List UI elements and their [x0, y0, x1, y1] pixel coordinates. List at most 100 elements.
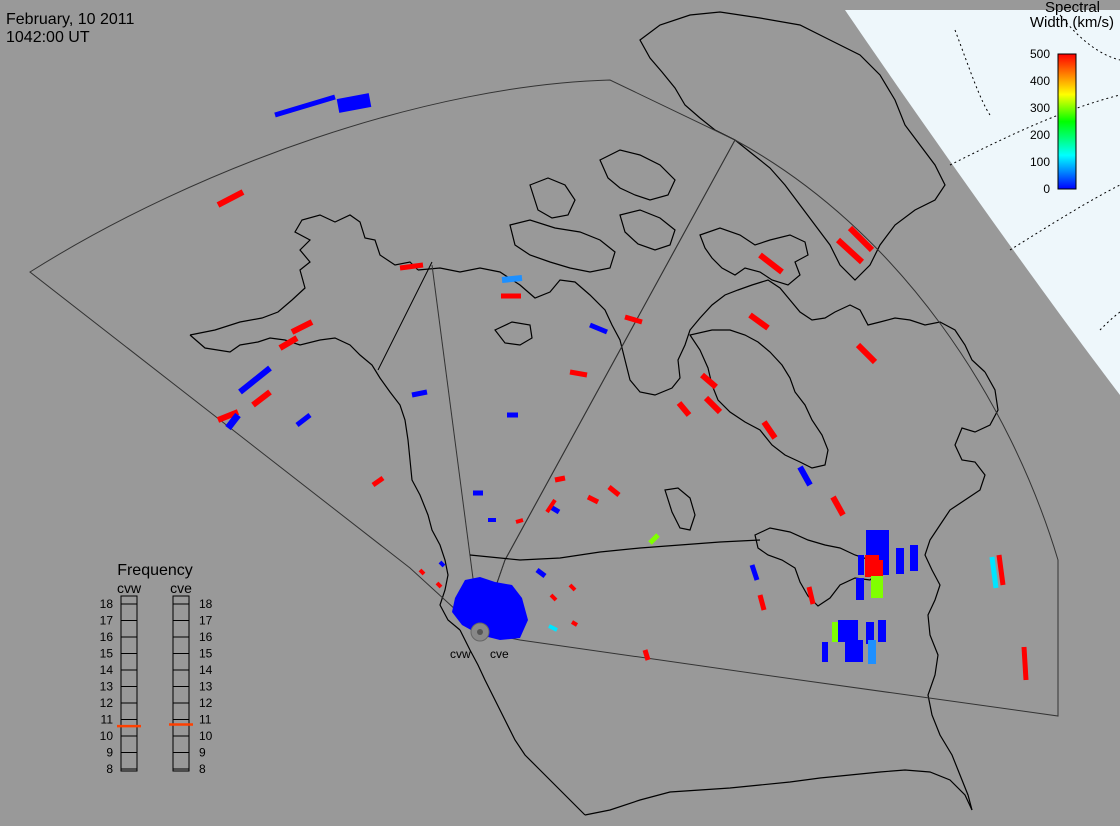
- colorbar-title-2: Width (km/s): [1030, 14, 1114, 31]
- colorbar-tick-label: 100: [1030, 155, 1050, 169]
- echo-segment: [642, 649, 651, 661]
- echo-segment: [336, 93, 372, 113]
- echo-segment: [290, 319, 314, 335]
- frequency-label: 17: [199, 614, 213, 628]
- colorbar-tick-label: 500: [1030, 47, 1050, 61]
- frequency-label: 10: [100, 729, 114, 743]
- frequency-scales: 18 17 16 15 14 13 12 11 10 9 8 18 17 16 15 14 13 12 11 10 9 8: [100, 595, 213, 776]
- frequency-label: 14: [100, 663, 114, 677]
- pacific-coast: [459, 629, 586, 816]
- frequency-label: 12: [199, 696, 213, 710]
- echo-segment: [757, 594, 767, 611]
- echo-segment: [274, 94, 336, 118]
- frequency-scale-box: [172, 595, 190, 772]
- echo-segment: [545, 498, 557, 514]
- great-lakes: [754, 527, 881, 607]
- echo-segment: [835, 237, 865, 265]
- colorbar-tick-label: 400: [1030, 74, 1050, 88]
- echo-segment: [216, 189, 245, 208]
- echo-segment: [855, 342, 878, 365]
- echo-segment: [761, 420, 778, 440]
- backscatter-echoes: [216, 93, 1029, 681]
- frequency-title: Frequency: [117, 562, 193, 579]
- echo-segment: [535, 568, 547, 578]
- time-label: 1042:00 UT: [6, 29, 90, 46]
- colorbar: [1057, 53, 1077, 190]
- echo-segment: [806, 586, 816, 605]
- frequency-label: 18: [100, 597, 114, 611]
- echo-segment: [238, 365, 272, 395]
- echo-segment: [548, 624, 558, 632]
- frequency-label: 15: [100, 647, 114, 661]
- echo-cell: [866, 622, 874, 644]
- echo-segment: [554, 475, 566, 483]
- freq-radar-label-cve: cve: [170, 580, 192, 596]
- victoria-island: [494, 321, 533, 346]
- echo-segment: [251, 389, 272, 408]
- echo-cell: [822, 642, 828, 662]
- echo-segment: [830, 495, 846, 517]
- frequency-label: 11: [199, 713, 212, 727]
- echo-cell: [865, 555, 879, 577]
- frequency-label: 8: [199, 762, 206, 776]
- echo-cell: [910, 545, 918, 571]
- frequency-label: 18: [199, 597, 213, 611]
- echo-segment: [399, 262, 424, 271]
- echo-segment: [797, 465, 813, 487]
- colorbar-title-1: Spectral: [1045, 0, 1100, 16]
- frequency-label: 17: [100, 614, 114, 628]
- echo-cell: [858, 555, 864, 575]
- frequency-label: 16: [100, 630, 114, 644]
- frequency-label: 13: [199, 680, 213, 694]
- echo-segment: [996, 554, 1006, 586]
- echo-segment: [418, 568, 426, 576]
- echo-segment: [411, 389, 428, 398]
- frequency-label: 15: [199, 647, 213, 661]
- frequency-label: 10: [199, 729, 213, 743]
- frequency-label: 9: [199, 746, 206, 760]
- alaska-coast: [189, 214, 419, 336]
- echo-segment: [676, 401, 692, 417]
- date-label: February, 10 2011: [6, 11, 134, 28]
- fov-cvw-inner: [431, 264, 481, 633]
- echo-segment: [295, 413, 312, 427]
- greenland: [639, 11, 946, 281]
- echo-segment: [570, 620, 579, 627]
- echo-segment: [225, 412, 241, 431]
- arctic-islands-4: [619, 209, 676, 251]
- fov-cve: [479, 139, 1059, 717]
- frequency-label: 16: [199, 630, 213, 644]
- fov-cvw: [29, 79, 736, 633]
- echo-segment: [989, 556, 999, 589]
- colorbar-tick-label: 300: [1030, 101, 1050, 115]
- freq-radar-label-cvw: cvw: [117, 580, 142, 596]
- echo-cell: [868, 640, 876, 664]
- site-label-cve: cve: [490, 647, 509, 661]
- echo-segment: [438, 560, 446, 568]
- gulf-coast: [584, 769, 973, 816]
- echo-segment: [568, 583, 577, 592]
- echo-segment: [589, 322, 608, 335]
- echo-segment: [586, 494, 600, 505]
- labrador-coast: [924, 371, 999, 811]
- baffin-island: [699, 227, 809, 286]
- echo-segment: [748, 312, 770, 331]
- echo-segment: [703, 395, 723, 415]
- arctic-islands-3: [509, 219, 616, 273]
- coastlines: [189, 11, 999, 816]
- echo-cluster-near-site: [452, 577, 528, 640]
- arctic-islands-2: [529, 177, 576, 219]
- site-label-cvw: cvw: [450, 647, 471, 661]
- echo-cell: [838, 620, 858, 642]
- echo-segment: [749, 564, 760, 581]
- echo-segment: [515, 518, 524, 524]
- colorbar-tick-label: 200: [1030, 128, 1050, 142]
- echo-segment: [501, 275, 523, 283]
- echo-segment: [371, 475, 385, 488]
- echo-cell: [856, 578, 864, 600]
- frequency-scale-box: [120, 595, 138, 772]
- lake-winnipeg: [664, 487, 696, 531]
- echo-segment: [847, 225, 875, 253]
